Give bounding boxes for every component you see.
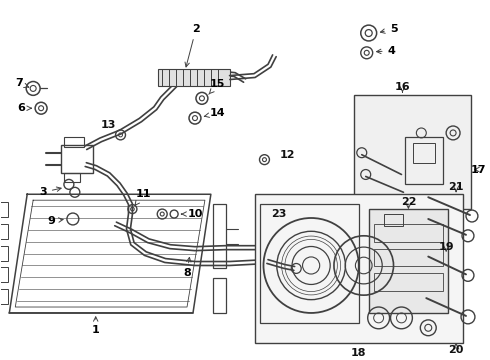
Text: 17: 17 (471, 165, 487, 175)
Text: 1: 1 (92, 317, 99, 335)
Bar (384, 214, 403, 226)
Text: 22: 22 (401, 197, 416, 207)
Text: 16: 16 (394, 82, 410, 93)
Text: 6: 6 (17, 103, 31, 113)
Bar (374, 273, 443, 291)
Text: 15: 15 (209, 80, 225, 94)
Bar (0, 289, 8, 304)
Bar (254, 194, 463, 343)
Text: 7: 7 (15, 78, 29, 89)
Text: 14: 14 (204, 108, 225, 118)
Bar (61, 145, 93, 172)
Bar (64, 137, 84, 147)
Bar (213, 278, 226, 313)
Bar (260, 204, 359, 323)
Text: 19: 19 (439, 242, 454, 252)
Text: 9: 9 (47, 216, 63, 226)
Bar (158, 69, 230, 86)
Bar (374, 249, 443, 266)
Text: 5: 5 (380, 24, 397, 34)
Bar (213, 204, 226, 269)
Bar (0, 267, 8, 282)
Text: 3: 3 (39, 187, 61, 197)
Bar (0, 202, 8, 217)
Text: 4: 4 (376, 46, 395, 56)
Text: 20: 20 (448, 345, 464, 355)
Bar (354, 95, 471, 209)
Text: 23: 23 (271, 209, 287, 219)
Bar (0, 246, 8, 261)
Bar (414, 143, 435, 163)
Text: 13: 13 (101, 120, 116, 130)
Text: 11: 11 (135, 189, 151, 205)
Text: 21: 21 (448, 182, 464, 192)
Text: 10: 10 (182, 209, 203, 219)
Bar (0, 224, 8, 239)
Text: 2: 2 (185, 24, 200, 67)
Bar (405, 137, 443, 184)
Bar (64, 172, 80, 183)
Bar (374, 224, 443, 242)
Text: 12: 12 (279, 150, 295, 160)
Text: 8: 8 (183, 257, 191, 278)
Text: 18: 18 (351, 347, 367, 357)
Bar (368, 209, 448, 313)
